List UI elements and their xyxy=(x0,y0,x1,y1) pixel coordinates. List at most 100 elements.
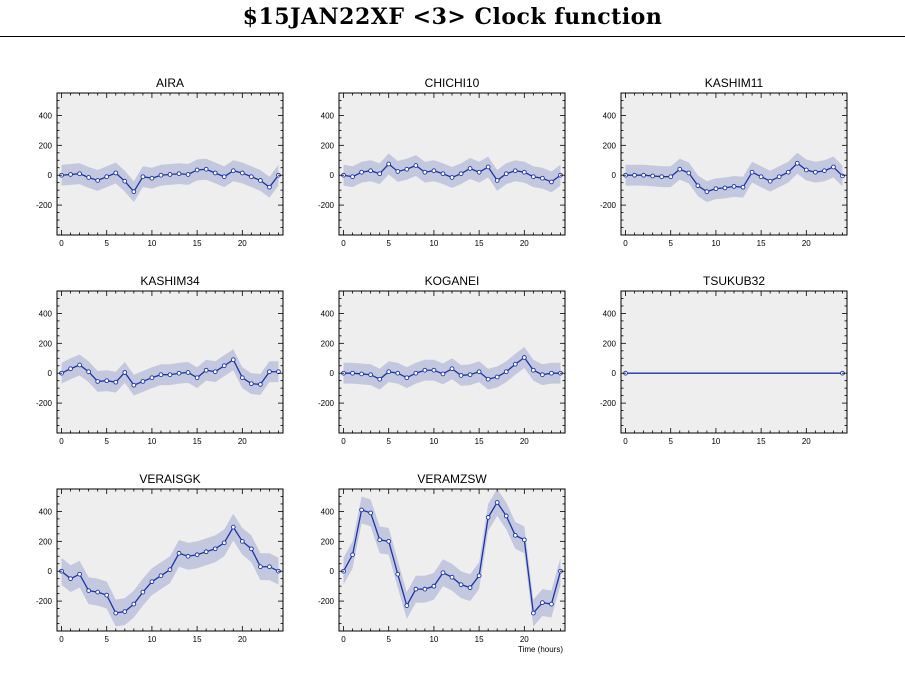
x-tick-label: 15 xyxy=(193,635,202,644)
panel-title: KOGANEI xyxy=(425,274,480,288)
y-tick-label: 400 xyxy=(39,111,53,120)
data-point xyxy=(803,167,809,173)
data-point xyxy=(158,172,164,178)
data-point xyxy=(167,567,173,573)
data-point xyxy=(431,583,437,589)
data-point xyxy=(95,178,101,183)
x-tick-label: 0 xyxy=(341,437,346,446)
plot-panel: 0 5 10 15 20 -200 0 200 400 AIRA xyxy=(36,76,284,248)
x-tick-label: 0 xyxy=(59,635,64,644)
data-point xyxy=(258,178,263,183)
data-point xyxy=(413,163,419,168)
error-band xyxy=(343,153,561,193)
y-tick-label: -200 xyxy=(36,201,53,210)
data-point xyxy=(86,369,91,375)
x-tick-label: 10 xyxy=(711,239,720,248)
y-tick-label: 400 xyxy=(321,309,335,318)
x-tick-label: 20 xyxy=(520,437,529,446)
data-point xyxy=(531,367,536,373)
data-point xyxy=(86,175,91,180)
data-point xyxy=(267,564,272,570)
data-point xyxy=(239,375,245,381)
x-tick-label: 15 xyxy=(475,437,484,446)
x-tick-label: 0 xyxy=(623,437,628,446)
data-point xyxy=(86,588,91,593)
y-tick-label: 400 xyxy=(321,111,335,120)
x-tick-label: 10 xyxy=(429,239,438,248)
data-point xyxy=(249,174,254,180)
data-point xyxy=(185,370,191,375)
data-point xyxy=(267,184,272,190)
data-point xyxy=(350,174,355,180)
data-point xyxy=(531,174,536,180)
x-tick-label: 15 xyxy=(757,239,766,248)
y-tick-label: -200 xyxy=(318,399,335,408)
data-point xyxy=(68,366,73,372)
panel-title: TSUKUB32 xyxy=(703,274,765,288)
data-point xyxy=(68,172,73,177)
data-point xyxy=(449,574,455,580)
data-point xyxy=(749,169,755,175)
data-point xyxy=(785,169,791,175)
data-point xyxy=(431,168,437,174)
x-tick-label: 0 xyxy=(341,635,346,644)
plot-panel: 0 5 10 15 20 -200 0 200 400 CHICHI10 xyxy=(318,76,566,248)
data-point xyxy=(440,371,446,377)
data-point xyxy=(713,186,719,192)
plot-panel: 0 5 10 15 20 -200 0 200 400 KASHIM34 xyxy=(36,274,284,446)
x-tick-label: 20 xyxy=(238,635,247,644)
y-tick-label: -200 xyxy=(318,201,335,210)
data-point xyxy=(149,579,155,585)
data-point xyxy=(122,609,128,614)
x-tick-label: 20 xyxy=(520,635,529,644)
data-point xyxy=(485,164,491,170)
error-band xyxy=(343,489,561,627)
data-point xyxy=(431,367,437,373)
data-point xyxy=(68,576,73,582)
data-point xyxy=(521,355,527,360)
data-point xyxy=(503,369,509,375)
data-point xyxy=(167,372,173,378)
data-point xyxy=(359,371,364,377)
data-point xyxy=(140,174,146,180)
data-point xyxy=(540,600,545,605)
data-point xyxy=(386,369,392,375)
data-point xyxy=(258,382,263,387)
data-point xyxy=(404,375,410,381)
data-point xyxy=(740,184,746,190)
data-point xyxy=(722,185,728,191)
data-point xyxy=(113,170,119,176)
data-point xyxy=(176,171,182,177)
data-point xyxy=(822,168,827,174)
data-point xyxy=(194,167,200,173)
data-point xyxy=(422,169,428,175)
data-point xyxy=(395,370,401,376)
y-tick-label: 200 xyxy=(39,141,53,150)
y-tick-label: 0 xyxy=(330,369,335,378)
data-point xyxy=(104,378,110,384)
data-point xyxy=(140,379,146,384)
data-point xyxy=(731,184,737,189)
y-tick-label: 200 xyxy=(39,537,53,546)
data-point xyxy=(377,537,383,543)
data-point xyxy=(131,601,137,607)
data-point xyxy=(368,372,373,378)
x-tick-label: 0 xyxy=(59,437,64,446)
data-point xyxy=(767,178,773,184)
data-point xyxy=(77,171,82,177)
plot-area xyxy=(621,291,847,433)
data-point xyxy=(95,379,101,384)
data-point xyxy=(158,372,164,378)
x-tick-label: 15 xyxy=(475,635,484,644)
data-point xyxy=(386,161,392,167)
data-point xyxy=(104,174,110,180)
data-point xyxy=(377,171,383,177)
data-point xyxy=(512,361,518,367)
data-point xyxy=(158,573,164,579)
x-tick-label: 15 xyxy=(193,239,202,248)
y-tick-label: 200 xyxy=(39,339,53,348)
data-point xyxy=(221,174,227,180)
page-title: $15JAN22XF <3> Clock function xyxy=(242,4,663,30)
y-tick-label: -200 xyxy=(318,597,335,606)
data-point xyxy=(131,382,137,388)
